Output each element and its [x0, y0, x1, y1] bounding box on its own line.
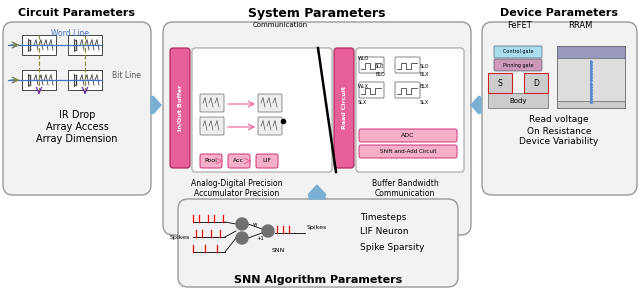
FancyBboxPatch shape	[359, 82, 384, 98]
Text: SNN: SNN	[272, 247, 285, 253]
FancyBboxPatch shape	[356, 48, 464, 172]
Text: D: D	[533, 79, 539, 88]
Bar	[68, 70, 102, 90]
Text: Communication: Communication	[375, 188, 435, 197]
Text: Spike Sparsity: Spike Sparsity	[360, 242, 424, 251]
Text: Bit Line: Bit Line	[112, 70, 141, 79]
Text: BLX: BLX	[420, 84, 429, 88]
Text: Pool: Pool	[205, 159, 218, 164]
Bar	[488, 93, 548, 108]
Text: Body: Body	[509, 97, 527, 104]
FancyBboxPatch shape	[395, 57, 420, 73]
Text: SNN Algorithm Parameters: SNN Algorithm Parameters	[234, 275, 402, 285]
Circle shape	[236, 232, 248, 244]
FancyBboxPatch shape	[170, 48, 190, 168]
Text: Array Dimension: Array Dimension	[36, 134, 118, 144]
Bar	[22, 35, 56, 55]
FancyBboxPatch shape	[258, 94, 282, 112]
Text: LIF Neuron: LIF Neuron	[360, 227, 408, 237]
FancyBboxPatch shape	[200, 154, 222, 168]
Text: Word Line: Word Line	[51, 30, 89, 39]
Text: Shift and-Add Circuit: Shift and-Add Circuit	[380, 149, 436, 154]
Text: WLX: WLX	[358, 84, 369, 88]
Text: w: w	[253, 222, 257, 226]
Text: Acc: Acc	[234, 159, 244, 164]
Text: In/Out Buffer: In/Out Buffer	[177, 85, 182, 131]
Text: Read Circuit: Read Circuit	[342, 86, 346, 129]
Text: BLO: BLO	[375, 72, 385, 77]
Text: Control gate: Control gate	[503, 50, 533, 55]
FancyBboxPatch shape	[256, 154, 278, 168]
FancyBboxPatch shape	[494, 46, 542, 58]
Text: SLX: SLX	[420, 99, 429, 104]
FancyArrow shape	[471, 96, 481, 114]
Text: Device Parameters: Device Parameters	[500, 8, 618, 18]
FancyBboxPatch shape	[395, 82, 420, 98]
Text: Device Variability: Device Variability	[519, 137, 598, 146]
Text: Read voltage: Read voltage	[529, 115, 589, 124]
Bar	[557, 101, 625, 108]
FancyBboxPatch shape	[359, 145, 457, 158]
Text: Analog-Digital Precision: Analog-Digital Precision	[191, 179, 283, 188]
Text: RRAM: RRAM	[568, 21, 592, 30]
FancyBboxPatch shape	[258, 117, 282, 135]
Text: Buffer Bandwidth: Buffer Bandwidth	[372, 179, 438, 188]
Text: Pinning gate: Pinning gate	[502, 63, 533, 68]
Text: Array Access: Array Access	[45, 122, 108, 132]
FancyBboxPatch shape	[192, 48, 332, 172]
FancyBboxPatch shape	[359, 129, 457, 142]
FancyBboxPatch shape	[359, 57, 384, 73]
Text: SLO: SLO	[375, 64, 385, 68]
FancyBboxPatch shape	[494, 59, 542, 71]
Text: ADC: ADC	[401, 133, 415, 138]
FancyBboxPatch shape	[3, 22, 151, 195]
Circle shape	[262, 225, 274, 237]
Text: LIF: LIF	[262, 159, 271, 164]
FancyBboxPatch shape	[334, 48, 354, 168]
Text: WLO: WLO	[358, 55, 369, 61]
Text: SLO: SLO	[420, 64, 429, 68]
Text: +1: +1	[256, 235, 264, 240]
Bar	[524, 73, 548, 93]
Bar	[557, 46, 625, 108]
Text: Spikes: Spikes	[170, 235, 190, 240]
Bar	[22, 70, 56, 90]
Text: FeFET: FeFET	[507, 21, 531, 30]
Text: IR Drop: IR Drop	[59, 110, 95, 120]
Bar	[488, 73, 512, 93]
FancyBboxPatch shape	[200, 117, 224, 135]
FancyArrow shape	[308, 185, 326, 199]
FancyBboxPatch shape	[163, 22, 471, 235]
FancyBboxPatch shape	[228, 154, 250, 168]
Text: System Parameters: System Parameters	[248, 6, 386, 19]
Bar	[557, 46, 625, 58]
Text: BLX: BLX	[420, 72, 429, 77]
Text: Timesteps: Timesteps	[360, 213, 406, 222]
Text: SLX: SLX	[358, 99, 367, 104]
Text: Communication: Communication	[252, 22, 308, 28]
Text: Spikes: Spikes	[307, 224, 327, 229]
FancyBboxPatch shape	[482, 22, 637, 195]
Text: On Resistance: On Resistance	[527, 126, 591, 135]
Circle shape	[236, 218, 248, 230]
Bar	[68, 35, 102, 55]
FancyBboxPatch shape	[178, 199, 458, 287]
Text: S: S	[498, 79, 502, 88]
FancyBboxPatch shape	[200, 94, 224, 112]
Text: Circuit Parameters: Circuit Parameters	[19, 8, 136, 18]
Text: Accumulator Precision: Accumulator Precision	[195, 188, 280, 197]
FancyArrow shape	[151, 96, 161, 114]
